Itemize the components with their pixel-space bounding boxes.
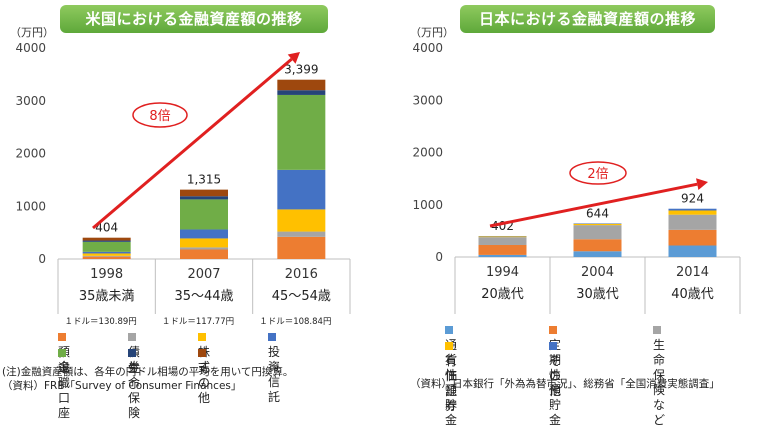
us-legend-swatch	[128, 349, 136, 357]
jp-category-sublabel: 20歳代	[481, 287, 524, 302]
us-total-label: 3,399	[284, 63, 318, 77]
us-bar-segment	[180, 247, 228, 249]
us-ytick-label: 4000	[15, 41, 46, 55]
jp-legend-swatch	[549, 326, 557, 334]
us-bar-segment	[277, 95, 325, 170]
jp-legend-swatch	[445, 342, 453, 350]
jp-source: （資料）日本銀行「外為為替市況」、総務省「全国消費実態調査」	[410, 376, 720, 391]
jp-annotation-label: 2倍	[587, 167, 608, 182]
us-ytick-label: 0	[38, 252, 46, 266]
jp-category-sublabel: 30歳代	[576, 287, 619, 302]
jp-category-label: 2014	[676, 265, 709, 280]
jp-unit-label: （万円）	[410, 26, 454, 39]
us-exchange-rate: １ドル＝117.77円	[162, 317, 234, 327]
jp-total-label: 644	[586, 206, 609, 220]
jp-category-label: 1994	[486, 265, 519, 280]
jp-bar-segment	[669, 210, 717, 214]
jp-ytick-label: 0	[435, 250, 443, 264]
us-legend-swatch	[58, 349, 66, 357]
us-bar-segment	[180, 238, 228, 247]
us-ytick-label: 2000	[15, 147, 46, 161]
us-category-label: 1998	[90, 267, 123, 282]
us-bar-segment	[180, 229, 228, 238]
jp-bar-segment	[574, 225, 622, 239]
us-bar-segment	[277, 237, 325, 259]
us-exchange-rate: １ドル＝130.89円	[65, 317, 137, 327]
us-bar-segment	[180, 250, 228, 259]
us-legend-swatch	[58, 333, 66, 341]
us-bar-segment	[83, 256, 131, 257]
jp-bar-segment	[669, 209, 717, 211]
us-legend-swatch	[128, 333, 136, 341]
us-bar-segment	[277, 80, 325, 90]
jp-total-label: 924	[681, 192, 704, 206]
us-bar-segment	[180, 190, 228, 197]
us-bar-segment	[83, 241, 131, 242]
jp-legend-swatch	[549, 342, 557, 350]
jp-ytick-label: 2000	[412, 146, 443, 160]
us-annotation-label: 8倍	[149, 109, 170, 124]
us-bar-segment	[83, 238, 131, 241]
us-category-label: 2007	[187, 267, 220, 282]
jp-ytick-label: 3000	[412, 93, 443, 107]
jp-bar-segment	[669, 246, 717, 257]
jp-category-sublabel: 40歳代	[671, 287, 714, 302]
jp-ytick-label: 4000	[412, 41, 443, 55]
jp-bar-segment	[574, 224, 622, 225]
us-bar-segment	[83, 242, 131, 252]
us-category-sublabel: 35～44歳	[174, 289, 233, 304]
us-source: （資料）FRB「Survey of Consumer Finances」	[2, 378, 241, 393]
us-category-label: 2016	[285, 267, 318, 282]
jp-bar-segment	[574, 239, 622, 251]
jp-growth-arrow-head	[696, 178, 708, 190]
us-legend-swatch	[198, 333, 206, 341]
jp-bar-segment	[479, 236, 527, 237]
jp-ytick-label: 1000	[412, 198, 443, 212]
us-bar-segment	[83, 257, 131, 259]
jp-bar-segment	[479, 255, 527, 257]
us-legend-swatch	[198, 349, 206, 357]
us-bar-segment	[277, 232, 325, 237]
jp-legend-swatch	[445, 326, 453, 334]
jp-bar-segment	[574, 251, 622, 257]
us-total-label: 1,315	[187, 173, 221, 187]
jp-bar-segment	[479, 245, 527, 255]
us-bar-segment	[83, 252, 131, 254]
us-note: (注)金融資産額は、各年の円ドル相場の平均を用いて円換算。	[2, 364, 293, 379]
us-legend-swatch	[268, 333, 276, 341]
jp-legend-swatch	[653, 326, 661, 334]
us-category-sublabel: 45～54歳	[272, 289, 331, 304]
jp-category-label: 2004	[581, 265, 614, 280]
us-bar-segment	[277, 90, 325, 95]
jp-bar-segment	[669, 215, 717, 230]
us-bar-segment	[180, 199, 228, 229]
us-ytick-label: 1000	[15, 199, 46, 213]
us-bar-segment	[83, 253, 131, 255]
us-bar-segment	[277, 170, 325, 210]
us-bar-segment	[180, 196, 228, 199]
jp-bar-segment	[669, 230, 717, 246]
us-ytick-label: 3000	[15, 94, 46, 108]
us-unit-label: （万円）	[10, 26, 54, 39]
us-exchange-rate: １ドル＝108.84円	[259, 317, 331, 327]
us-category-sublabel: 35歳未満	[79, 289, 135, 304]
jp-bar-segment	[479, 237, 527, 245]
us-bar-segment	[277, 209, 325, 231]
